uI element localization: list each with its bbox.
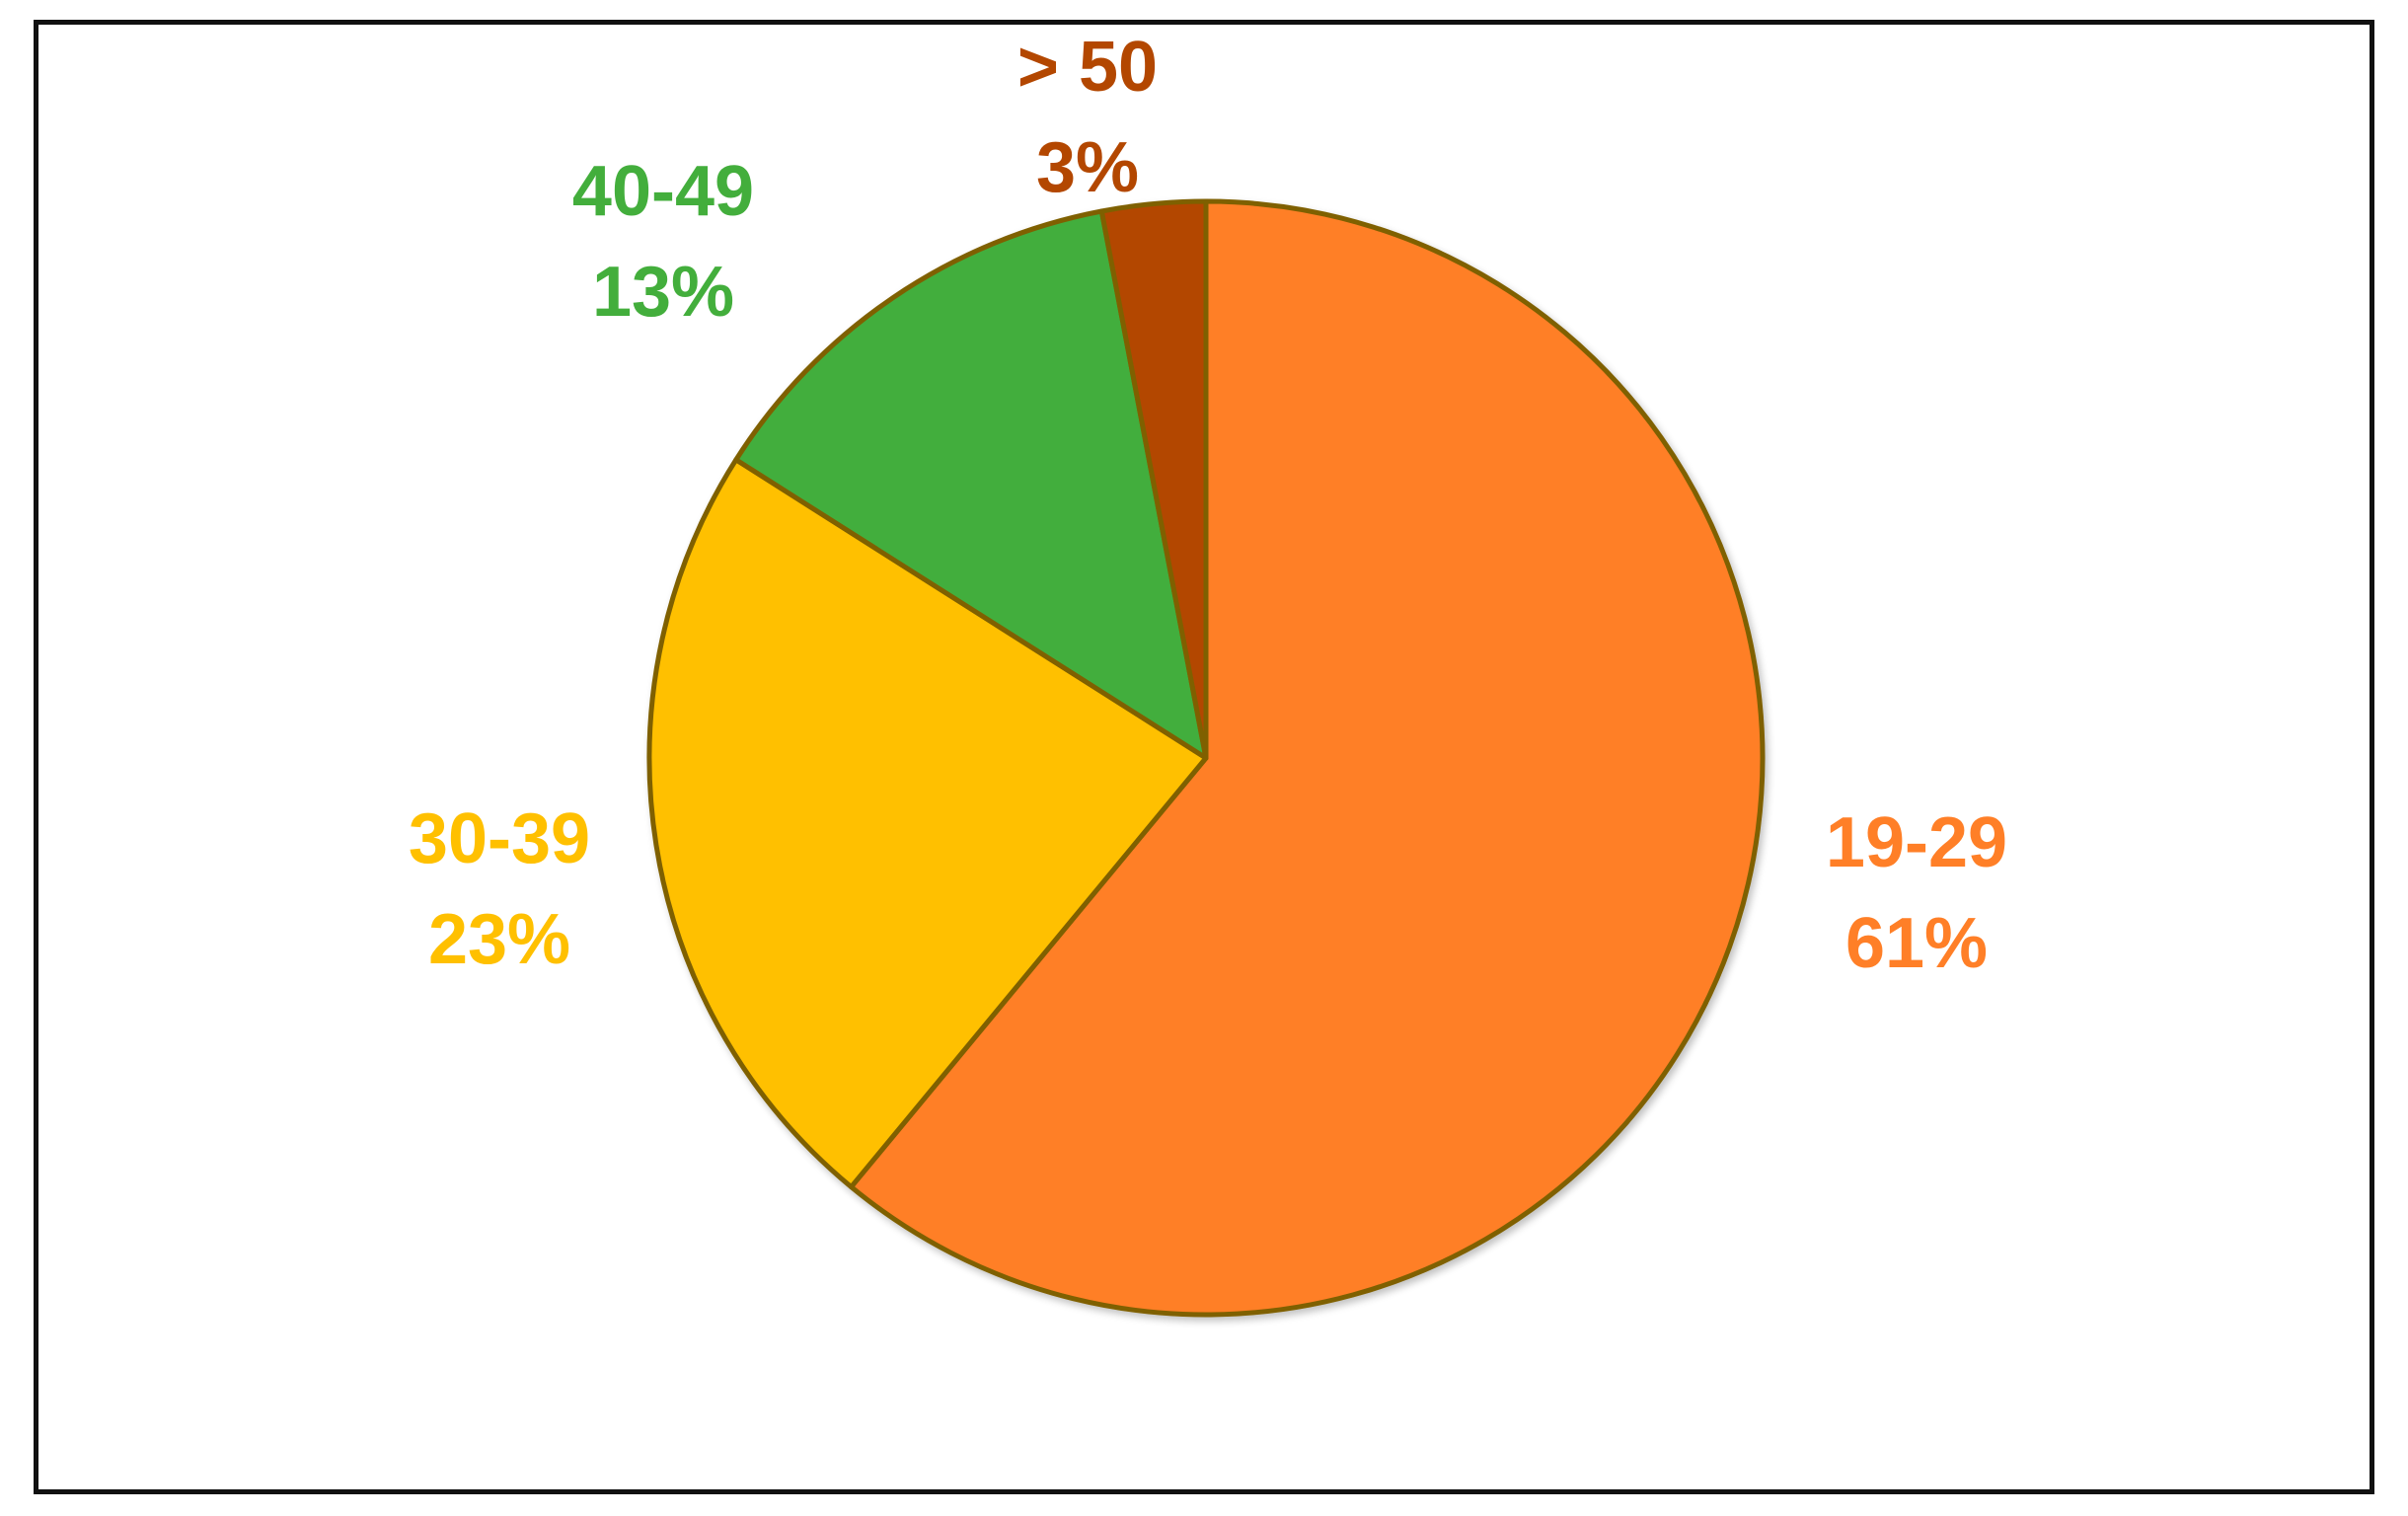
pie-slice-19-29 — [848, 198, 1766, 1318]
slice-category-label: 19-29 — [1826, 803, 2007, 882]
slice-percent-label: 61% — [1845, 904, 1988, 983]
slice-percent-label: 13% — [592, 253, 734, 332]
slice-category-label: 40-49 — [572, 152, 754, 231]
pie-slice-50 — [1098, 198, 1209, 761]
slice-category-label: 30-39 — [409, 799, 590, 878]
slice-category-label: > 50 — [1017, 28, 1158, 107]
pie-slices — [646, 198, 1766, 1318]
slice-percent-label: 23% — [428, 900, 570, 979]
pie-slice-40-49 — [733, 208, 1209, 761]
pie-slice-30-39 — [646, 457, 1209, 1190]
pie-data-labels: 19-29 61% 30-39 23% 40-49 13% > 50 3% — [409, 28, 2007, 983]
slice-percent-label: 3% — [1036, 128, 1139, 207]
